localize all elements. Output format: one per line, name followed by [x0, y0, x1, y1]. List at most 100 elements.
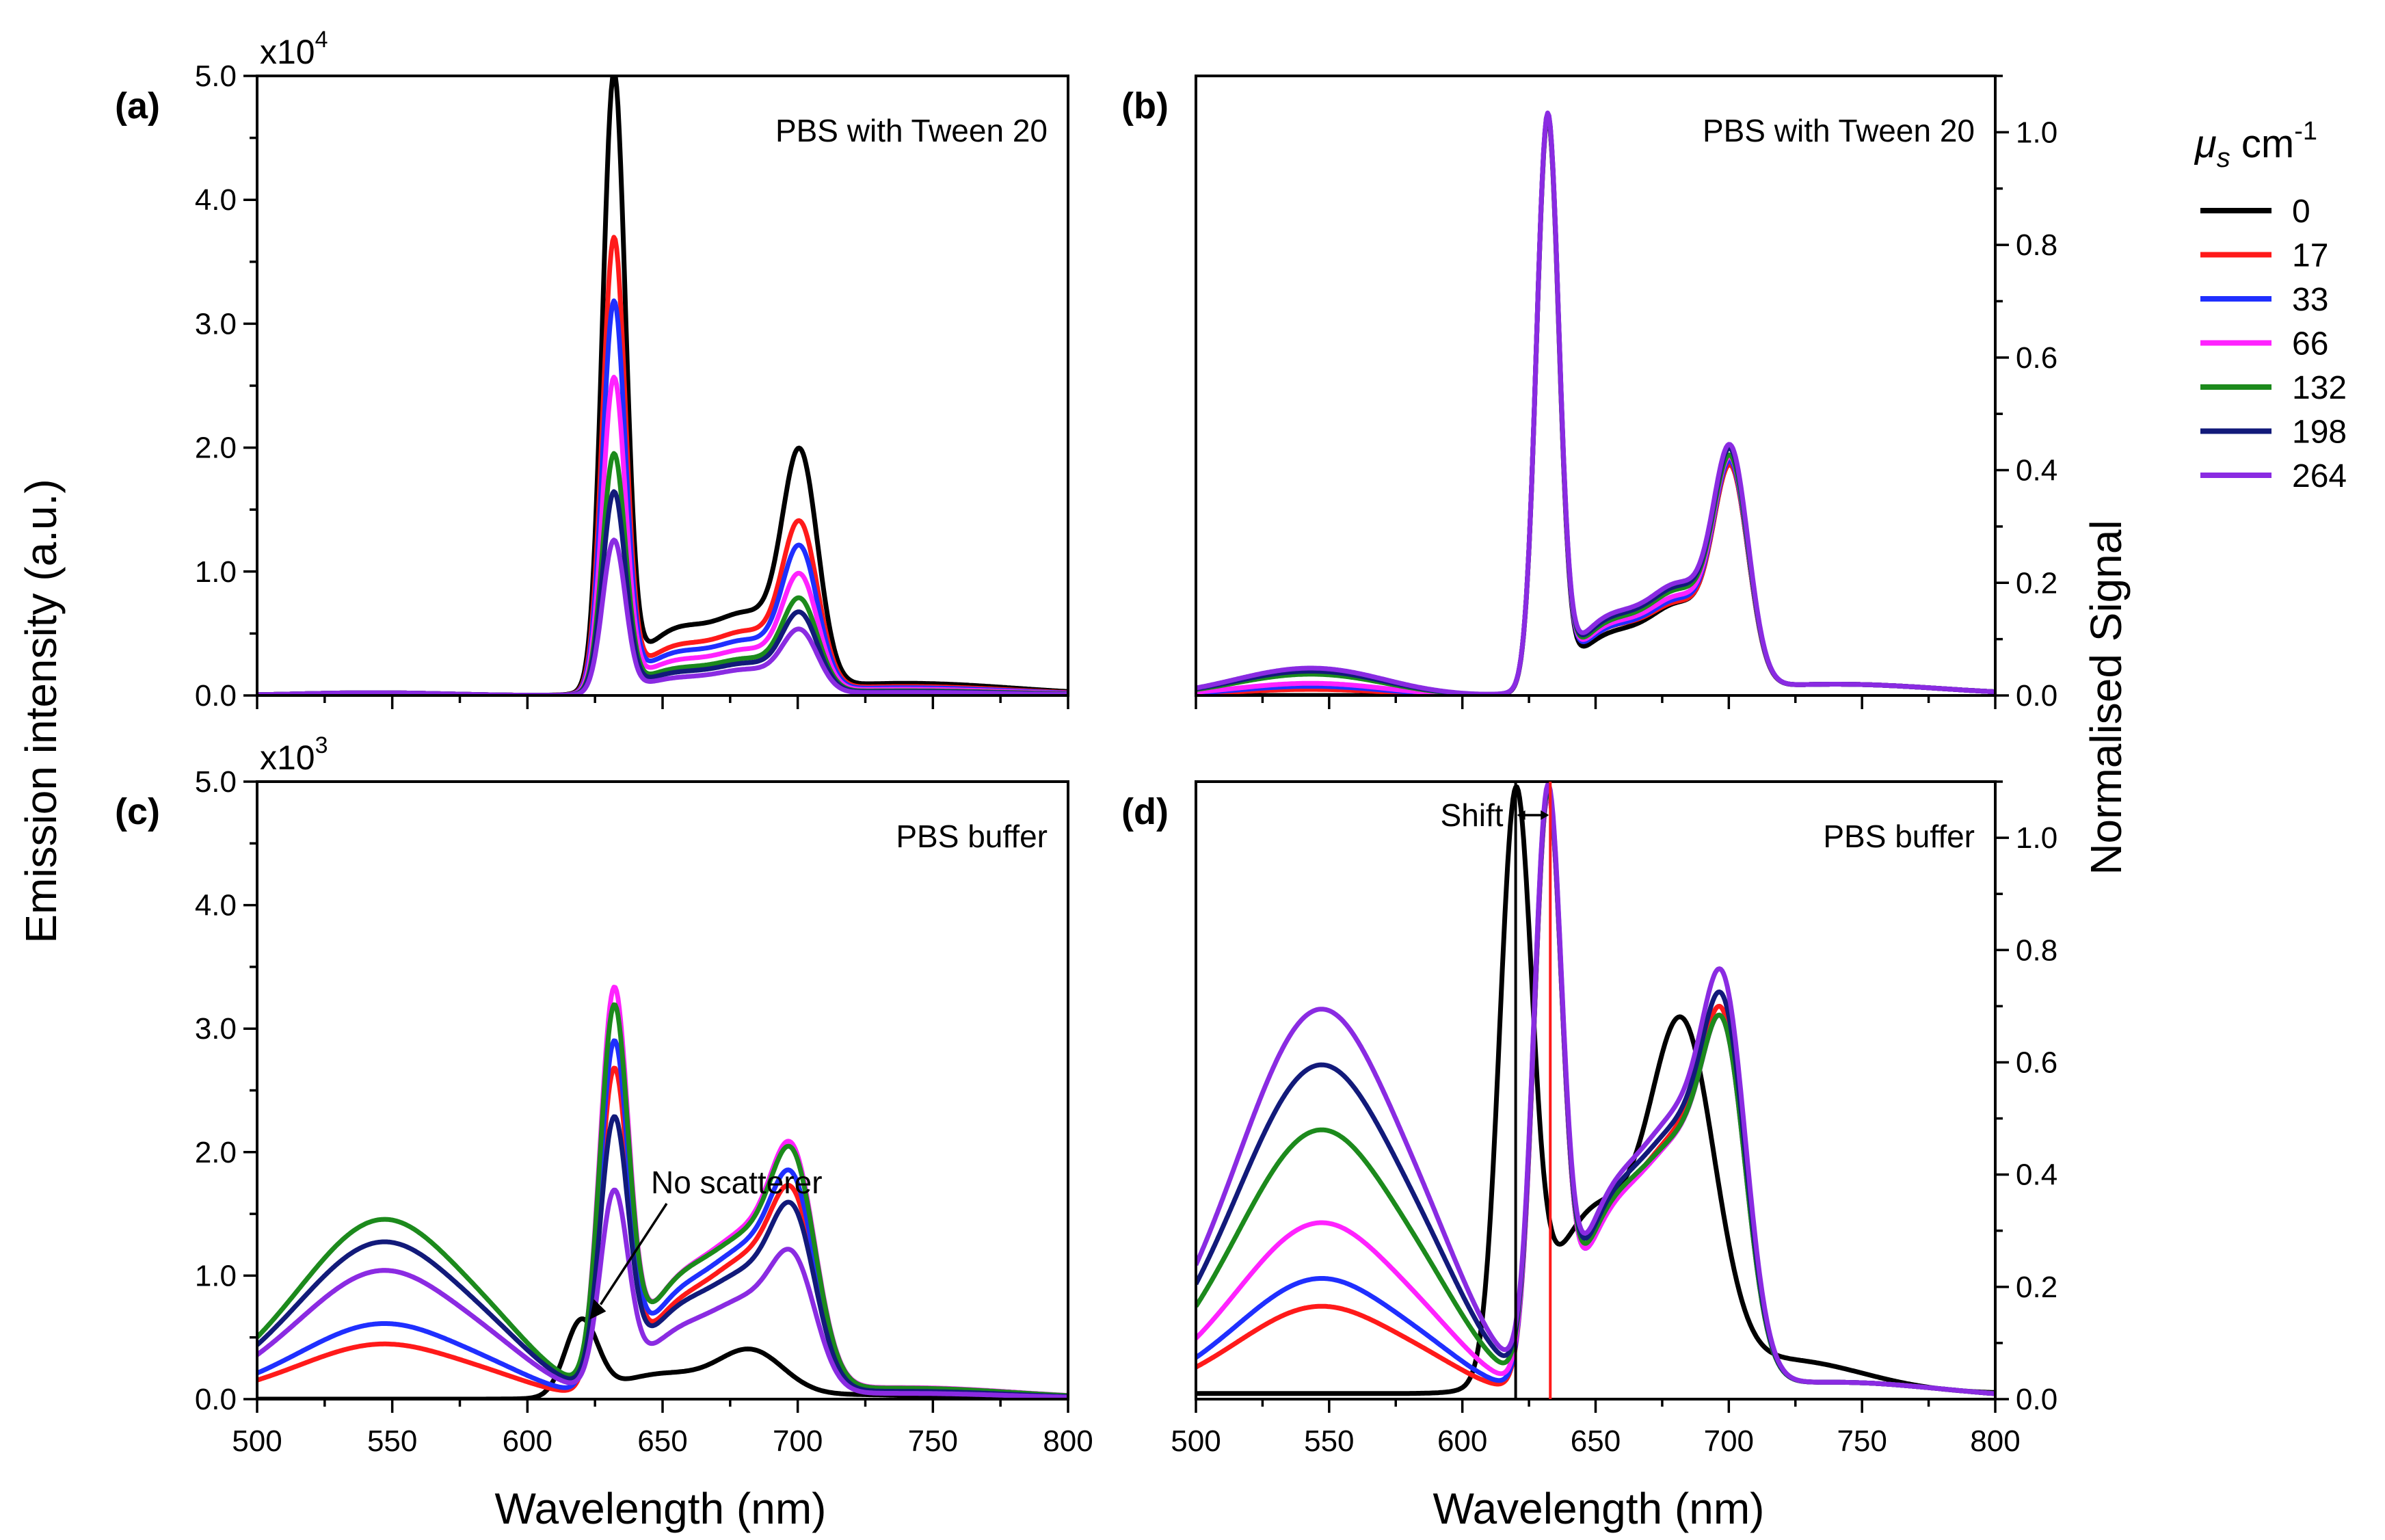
legend-entry: 198 — [2200, 414, 2347, 451]
y-tick-label: 1.0 — [2016, 821, 2057, 855]
legend: μs cm-1 0 17 33 66 132 198 264 — [2194, 117, 2347, 494]
series-line-132 — [257, 1002, 1068, 1398]
x-axis-title-left: Wavelength (nm) — [495, 1484, 827, 1533]
y-tick-label: 1.0 — [2016, 116, 2057, 149]
y-tick-label: 4.0 — [195, 183, 237, 217]
series-line-0 — [257, 1316, 1068, 1399]
x-tick-label: 700 — [1704, 1424, 1754, 1458]
legend-entry: 0 — [2200, 194, 2310, 230]
legend-title-subscript: s — [2217, 143, 2230, 173]
panels: 0.0 1.0 2.0 3.0 4.0 5.0 x104 (a) PBS with Tween … — [115, 27, 2057, 1458]
legend-title-unit: cm — [2241, 122, 2294, 166]
panel-b: 0.0 0.2 0.4 0.6 0.8 1.0 (b) PBS with Tween 20 — [1121, 75, 2057, 713]
series-line-264 — [1196, 782, 1995, 1396]
y-tick-label: 0.0 — [2016, 1383, 2057, 1416]
x-tick-label: 600 — [1437, 1424, 1487, 1458]
legend-label: 66 — [2292, 326, 2328, 362]
y-tick-label: 0.0 — [195, 1383, 237, 1416]
series-line-66 — [1196, 112, 1995, 695]
y-tick-label: 0.6 — [2016, 341, 2057, 375]
x-tick-label: 800 — [1043, 1424, 1093, 1458]
y-tick-label: 3.0 — [195, 307, 237, 341]
series-line-17 — [257, 1065, 1068, 1399]
legend-entry: 33 — [2200, 282, 2328, 318]
legend-entries: 0 17 33 66 132 198 264 — [2200, 194, 2347, 494]
y-multiplier: x103 — [260, 732, 328, 777]
x-tick-label: 750 — [908, 1424, 958, 1458]
series-group — [1196, 782, 1995, 1396]
series-line-198 — [1196, 784, 1995, 1396]
y-axis-title: Emission intensity (a.u.) — [16, 479, 66, 943]
legend-entry: 264 — [2200, 458, 2347, 494]
series-line-17 — [1196, 792, 1995, 1396]
series-line-198 — [257, 1114, 1068, 1399]
series-line-17 — [1196, 113, 1995, 695]
y-tick-label: 0.0 — [2016, 679, 2057, 713]
series-line-198 — [1196, 111, 1995, 695]
legend-title: μs cm-1 — [2194, 117, 2317, 173]
y2-axis-title: Normalised Signal — [2081, 520, 2131, 875]
panel-annotation: PBS with Tween 20 — [775, 113, 1048, 148]
x-tick-label: 750 — [1837, 1424, 1887, 1458]
series-line-264 — [1196, 110, 1995, 695]
legend-label: 33 — [2292, 282, 2328, 318]
x-tick-label: 650 — [1571, 1424, 1621, 1458]
y-tick-label: 2.0 — [195, 1136, 237, 1169]
x-tick-label: 650 — [637, 1424, 687, 1458]
y-tick-label: 3.0 — [195, 1012, 237, 1046]
series-line-0 — [1196, 115, 1995, 695]
y-tick-label: 0.4 — [2016, 454, 2057, 488]
series-line-17 — [257, 235, 1068, 695]
series-line-0 — [257, 76, 1068, 695]
panel-label: (d) — [1121, 791, 1169, 832]
y-tick-label: 1.0 — [195, 1259, 237, 1292]
x-tick-label: 550 — [367, 1424, 417, 1458]
series-group — [257, 76, 1068, 695]
callout-arrow — [599, 1203, 668, 1305]
x-tick-label: 500 — [232, 1424, 282, 1458]
plot-frame — [256, 75, 1069, 697]
y-tick-label: 0.4 — [2016, 1158, 2057, 1192]
panel-a: 0.0 1.0 2.0 3.0 4.0 5.0 x104 (a) PBS with Tween … — [115, 27, 1069, 713]
legend-label: 0 — [2292, 194, 2310, 230]
y-multiplier: x104 — [260, 27, 328, 71]
y-tick-label: 0.8 — [2016, 228, 2057, 262]
callout-shift: Shift — [1441, 797, 1504, 833]
series-line-0 — [1196, 784, 1995, 1396]
series-line-264 — [257, 537, 1068, 695]
panel-label: (b) — [1121, 85, 1169, 127]
panel-annotation: PBS buffer — [896, 819, 1048, 854]
legend-label: 17 — [2292, 238, 2328, 274]
x-axis-title-right: Wavelength (nm) — [1433, 1484, 1765, 1533]
series-line-66 — [257, 375, 1068, 695]
callout-no-scatterer: No scatterer — [651, 1165, 823, 1200]
panel-label: (a) — [115, 85, 160, 127]
legend-label: 198 — [2292, 414, 2347, 451]
panel-annotation: PBS buffer — [1823, 819, 1975, 854]
legend-title-symbol: μ — [2194, 122, 2217, 166]
panel-d: 500 550 600 650 700 750 800 0.0 0.2 0.4 0.6 0.8 1.0 (… — [1121, 780, 2057, 1458]
panel-label: (c) — [115, 791, 160, 832]
series-line-33 — [1196, 791, 1995, 1396]
panel-c: 500 550 600 650 700 750 800 0.0 1.0 2.0 3.0 4.0 5.0 x… — [115, 732, 1093, 1458]
y-tick-label: 1.0 — [195, 555, 237, 589]
series-line-264 — [257, 1187, 1068, 1399]
legend-label: 132 — [2292, 370, 2347, 406]
y-tick-label: 5.0 — [195, 59, 237, 93]
y-tick-label: 2.0 — [195, 432, 237, 465]
series-group — [257, 985, 1068, 1399]
legend-entry: 66 — [2200, 326, 2328, 362]
x-tick-label: 500 — [1171, 1424, 1221, 1458]
y-tick-label: 5.0 — [195, 765, 237, 799]
y-tick-label: 0.6 — [2016, 1046, 2057, 1079]
legend-label: 264 — [2292, 458, 2347, 494]
x-tick-label: 700 — [773, 1424, 823, 1458]
series-line-132 — [1196, 787, 1995, 1396]
x-tick-label: 800 — [1970, 1424, 2020, 1458]
shift-arrowhead-left — [1517, 810, 1525, 820]
x-tick-label: 600 — [503, 1424, 552, 1458]
series-line-33 — [1196, 113, 1995, 695]
legend-title-superscript: -1 — [2294, 117, 2317, 146]
plot-frame — [1195, 75, 1997, 697]
